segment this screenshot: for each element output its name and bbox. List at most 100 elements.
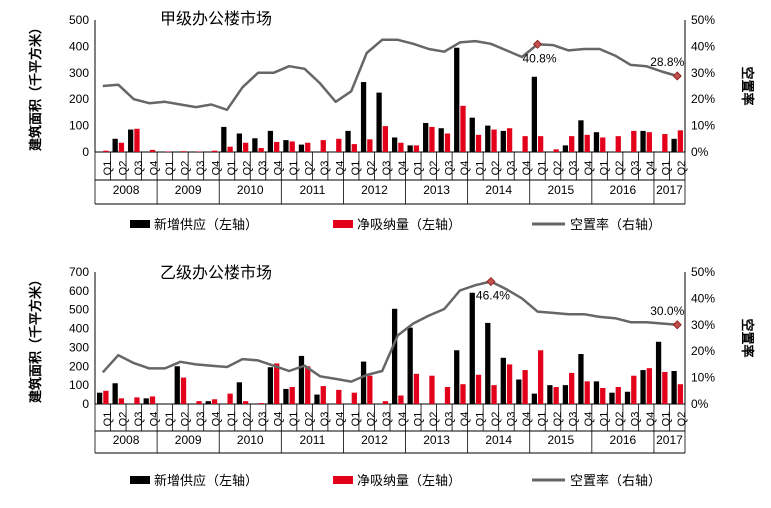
year-label: 2013 xyxy=(423,183,450,197)
bar-new-supply xyxy=(236,382,242,404)
x-tick-label: Q1 xyxy=(288,412,300,427)
bar-net-absorption xyxy=(274,363,280,404)
legend-swatch-new-supply xyxy=(130,220,150,228)
x-tick-label: Q1 xyxy=(661,412,673,427)
chart-grade-a: 甲级办公楼市场 0 100 200 300 400 500 0% 10% 20% 30% 40% 50%… xyxy=(28,10,755,232)
x-tick-label: Q4 xyxy=(335,412,347,427)
bar-net-absorption xyxy=(149,149,156,152)
y2-tick-label: 10% xyxy=(691,371,715,385)
x-tick-label: Q2 xyxy=(304,161,316,176)
x-tick-label: Q3 xyxy=(319,161,331,176)
bar-new-supply xyxy=(485,322,491,404)
x-tick-label: Q1 xyxy=(288,161,300,176)
x-tick-label: Q1 xyxy=(102,161,114,176)
x-tick-label: Q3 xyxy=(443,161,455,176)
x-tick-label: Q3 xyxy=(630,161,642,176)
bar-net-absorption xyxy=(553,149,559,152)
legend-swatch-net-absorption xyxy=(333,476,353,484)
bar-net-absorption xyxy=(320,386,326,404)
chart-title: 甲级办公楼市场 xyxy=(160,10,272,28)
bar-net-absorption xyxy=(227,146,233,152)
bar-net-absorption xyxy=(429,375,435,404)
x-tick-label: Q1 xyxy=(537,412,549,427)
x-tick-label: Q2 xyxy=(614,161,626,176)
x-tick-label: Q2 xyxy=(366,161,378,176)
year-label: 2009 xyxy=(175,433,202,447)
bar-new-supply xyxy=(283,388,289,404)
bar-net-absorption xyxy=(258,148,264,152)
bar-new-supply xyxy=(640,370,646,404)
bar-new-supply xyxy=(298,355,305,404)
legend-swatch-net-absorption xyxy=(333,220,353,228)
bar-net-absorption xyxy=(491,129,497,152)
y2-tick-label: 0% xyxy=(691,145,709,159)
y-tick-label: 700 xyxy=(69,265,89,279)
bar-new-supply xyxy=(267,130,274,152)
x-tick-label: Q4 xyxy=(521,161,533,176)
bar-net-absorption xyxy=(600,137,606,152)
bar-net-absorption xyxy=(429,126,435,152)
x-tick-label: Q1 xyxy=(350,161,362,176)
bar-new-supply xyxy=(469,117,475,152)
bar-new-supply xyxy=(485,125,491,152)
bar-new-supply xyxy=(593,381,600,404)
bar-net-absorption xyxy=(258,403,264,404)
x-tick-label: Q3 xyxy=(381,161,393,176)
bar-new-supply xyxy=(267,367,274,404)
bar-net-absorption xyxy=(444,133,451,152)
bar-net-absorption xyxy=(336,389,342,404)
x-tick-label: Q1 xyxy=(164,161,176,176)
x-tick-label: Q1 xyxy=(474,161,486,176)
x-tick-label: Q4 xyxy=(459,161,471,176)
bar-net-absorption xyxy=(149,396,156,404)
bar-net-absorption xyxy=(413,145,420,152)
bar-net-absorption xyxy=(662,134,668,152)
x-tick-label: Q3 xyxy=(505,412,517,427)
legend-label: 净吸纳量（左轴） xyxy=(357,473,461,488)
bar-net-absorption xyxy=(243,142,249,152)
x-tick-label: Q2 xyxy=(428,161,440,176)
bar-net-absorption xyxy=(506,364,513,404)
y2-tick-label: 20% xyxy=(691,92,715,106)
bar-new-supply xyxy=(221,126,227,152)
year-label: 2014 xyxy=(485,433,512,447)
y-tick-label: 100 xyxy=(69,378,89,392)
x-tick-label: Q2 xyxy=(428,412,440,427)
bar-new-supply xyxy=(516,379,522,404)
year-label: 2014 xyxy=(485,183,512,197)
bar-net-absorption xyxy=(584,381,590,404)
bar-new-supply xyxy=(578,354,584,404)
bar-net-absorption xyxy=(134,397,140,404)
bar-net-absorption xyxy=(677,384,684,404)
x-tick-label: Q3 xyxy=(133,412,145,427)
x-tick-label: Q4 xyxy=(459,412,471,427)
bar-net-absorption xyxy=(196,151,202,152)
bar-net-absorption xyxy=(211,150,218,152)
bar-net-absorption xyxy=(584,134,590,152)
y-tick-label: 400 xyxy=(69,39,89,53)
bar-net-absorption xyxy=(165,151,171,152)
x-tick-label: Q1 xyxy=(226,412,238,427)
bar-new-supply xyxy=(531,76,537,152)
bar-net-absorption xyxy=(305,142,311,152)
y-axis-label: 建筑面积（千平方米） xyxy=(28,21,43,151)
bar-net-absorption xyxy=(413,373,420,404)
year-label: 2010 xyxy=(237,183,264,197)
legend-label: 新增供应（左轴） xyxy=(154,217,258,232)
x-tick-label: Q4 xyxy=(397,412,409,427)
x-tick-label: Q1 xyxy=(599,161,611,176)
x-tick-label: Q4 xyxy=(210,412,222,427)
bar-new-supply xyxy=(500,130,506,152)
bar-net-absorption xyxy=(367,375,373,404)
bar-new-supply xyxy=(547,385,553,404)
x-tick-label: Q4 xyxy=(273,161,285,176)
vacancy-marker xyxy=(672,71,682,81)
x-tick-label: Q1 xyxy=(226,161,238,176)
bar-net-absorption xyxy=(522,136,528,152)
x-tick-label: Q4 xyxy=(583,412,595,427)
chart-grade-b: 乙级办公楼市场 0 100 200 300 400 500 600 700 0% 10% 20% 30%… xyxy=(28,264,755,488)
y2-axis-label: 空置率 xyxy=(740,66,755,105)
x-tick-label: Q3 xyxy=(630,412,642,427)
bar-new-supply xyxy=(298,144,305,152)
y2-tick-label: 40% xyxy=(691,39,715,53)
